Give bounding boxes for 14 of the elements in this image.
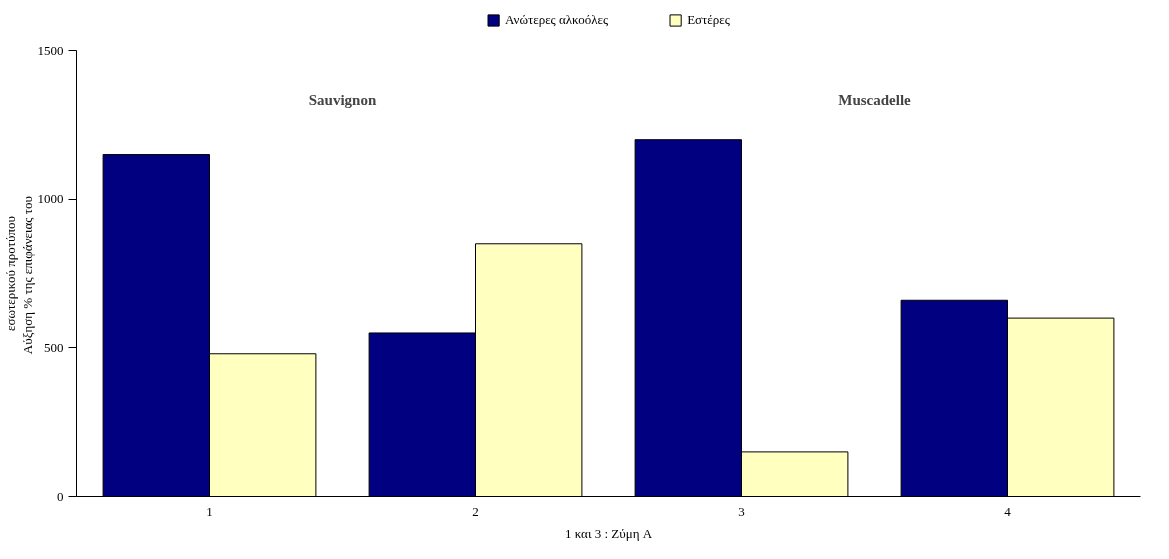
- y-tick-label: 1500: [37, 42, 64, 58]
- text: 1 και 3 : Ζύμη A: [564, 525, 653, 541]
- legend-label: Εστέρες: [687, 12, 730, 28]
- x-tick-label: 3: [738, 503, 745, 519]
- x-tick-label: 2: [472, 503, 479, 519]
- y-tick-label: 1000: [37, 191, 64, 207]
- y-axis-title: Αύξηση % της επιφάνειας του εσωτερικού προτύπου: [2, 196, 35, 355]
- annotation: Muscadelle: [838, 92, 912, 109]
- x-tick-label: 4: [1004, 503, 1012, 519]
- annotation: Sauvignon: [308, 92, 377, 109]
- y-tick-label: 0: [57, 488, 64, 504]
- y-tick-label: 500: [44, 339, 64, 355]
- legend-label: Ανώτερες αλκοόλες: [505, 12, 609, 28]
- x-tick-label: 1: [206, 503, 213, 519]
